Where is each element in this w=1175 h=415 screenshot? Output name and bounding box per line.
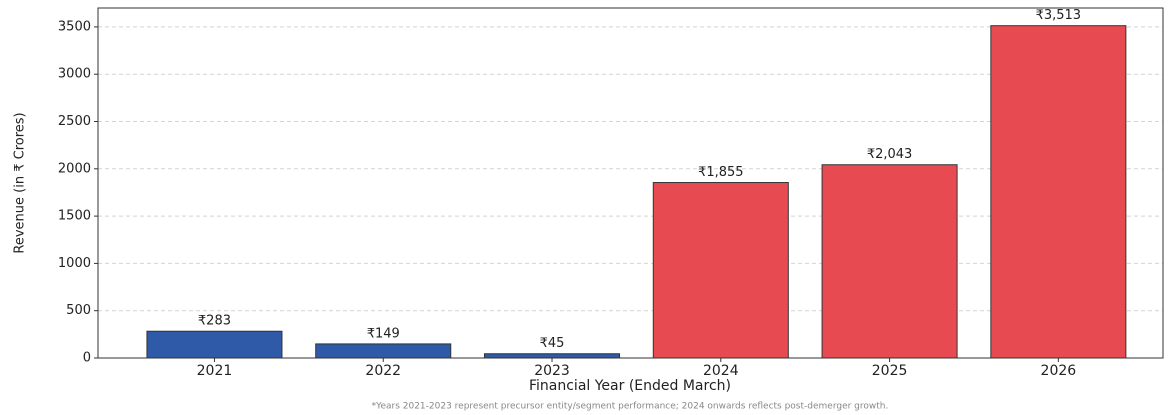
bar (146, 330, 283, 359)
y-tick-label: 500 (66, 303, 91, 318)
y-tick-label: 1000 (58, 256, 91, 271)
value-label: ₹45 (540, 336, 565, 351)
bar (821, 164, 958, 359)
bar (484, 353, 621, 359)
bar (652, 182, 789, 359)
x-tick-label: 2023 (534, 363, 570, 379)
bar (990, 25, 1127, 359)
y-tick-label: 0 (83, 351, 91, 366)
x-axis-label: Financial Year (Ended March) (529, 378, 731, 394)
x-tick-label: 2026 (1041, 363, 1077, 379)
y-tick-label: 2500 (58, 114, 91, 129)
y-tick-label: 2000 (58, 161, 91, 176)
value-label: ₹2,043 (867, 147, 913, 162)
footnote: *Years 2021-2023 represent precursor ent… (372, 402, 889, 412)
value-label: ₹149 (367, 326, 400, 341)
y-tick-label: 1500 (58, 209, 91, 224)
y-tick-label: 3000 (58, 67, 91, 82)
x-tick-label: 2022 (365, 363, 401, 379)
x-tick-label: 2025 (872, 363, 908, 379)
x-tick-label: 2024 (703, 363, 739, 379)
y-axis-label: Revenue (in ₹ Crores) (13, 112, 28, 253)
y-tick-label: 3500 (58, 19, 91, 34)
plot-frame (97, 7, 1164, 359)
value-label: ₹3,513 (1036, 8, 1082, 23)
value-label: ₹1,855 (698, 165, 744, 180)
x-tick-label: 2021 (197, 363, 233, 379)
value-label: ₹283 (198, 314, 231, 329)
bar (315, 343, 452, 359)
